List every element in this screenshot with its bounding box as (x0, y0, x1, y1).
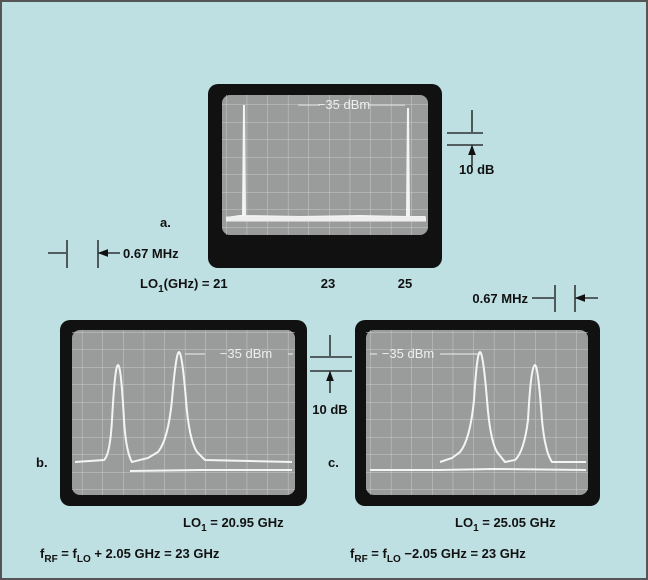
panel-label: a. (160, 215, 171, 230)
panel-label: c. (328, 455, 339, 470)
marker-level: −35 dBm (318, 97, 370, 112)
lo-tick: 25 (398, 276, 412, 291)
lo-tick: 23 (321, 276, 335, 291)
screen-c: −35 dBm (355, 320, 600, 506)
scale-label: 10 dB (459, 162, 494, 177)
panel-label: b. (36, 455, 48, 470)
spacing-label: 0.67 MHz (472, 291, 528, 306)
figure: −35 dBm 10 dB a. LO1(GHz) = 21 23 25 0.6… (0, 0, 648, 580)
screen-a: −35 dBm (208, 84, 442, 268)
spacing-label: 0.67 MHz (123, 246, 179, 261)
marker-level: −35 dBm (382, 346, 434, 361)
marker-level: −35 dBm (220, 346, 272, 361)
scale-label: 10 dB (312, 402, 347, 417)
screen-b: −35 dBm (60, 320, 307, 506)
